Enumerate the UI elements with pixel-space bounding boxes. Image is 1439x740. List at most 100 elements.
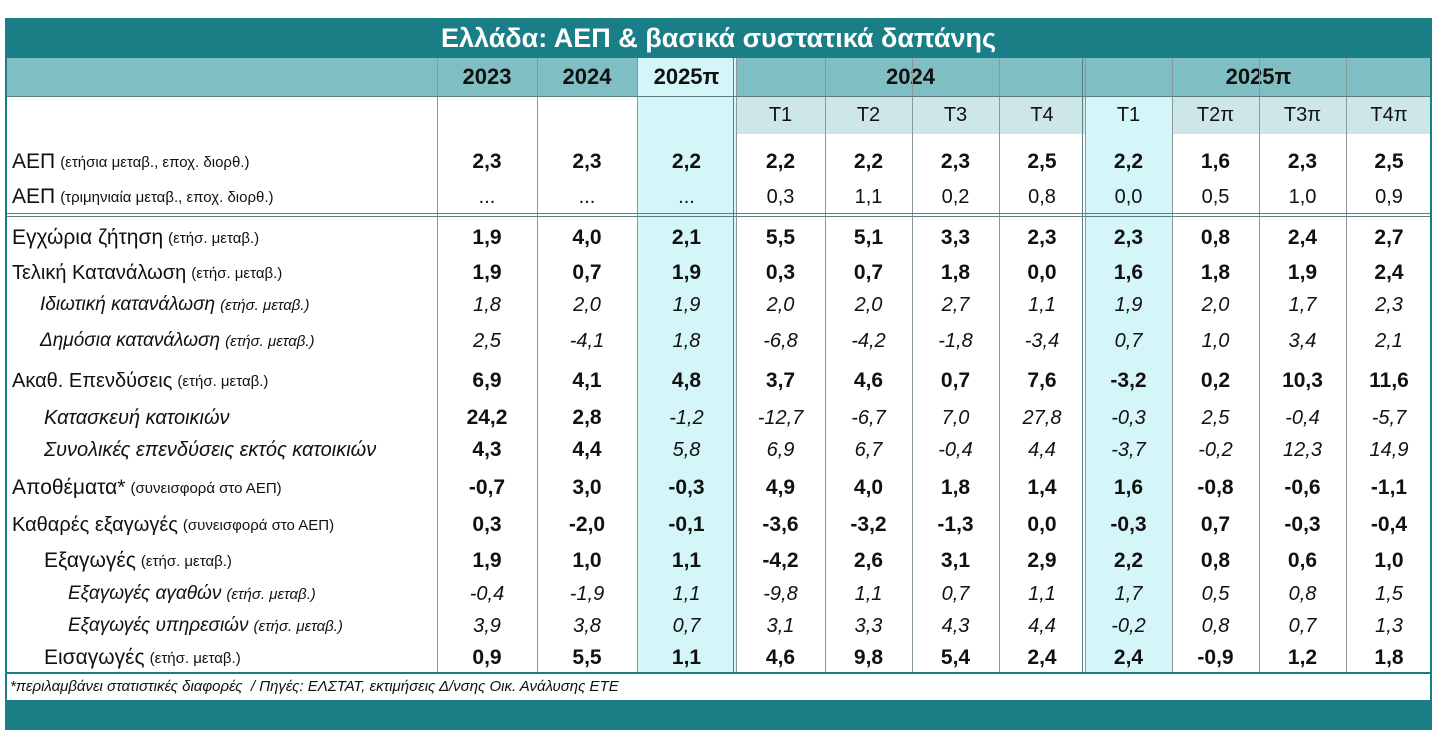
cell-value: 6,9 (472, 369, 502, 392)
double-line (1082, 58, 1083, 672)
column-line (999, 58, 1000, 672)
cell-value: 3,1 (940, 549, 971, 572)
cell-value: -0,3 (1110, 513, 1147, 536)
cell-value: -12,7 (757, 406, 804, 429)
cell-value: 4,3 (941, 614, 970, 637)
quarter-header: Τ2 (825, 96, 912, 134)
cell-value: 2,4 (1027, 646, 1057, 669)
cell-value: 1,7 (1288, 293, 1317, 316)
row-separator (5, 216, 1432, 217)
cell-value: 2,2 (765, 150, 796, 173)
cell-value: -9,8 (763, 582, 798, 605)
cell-value: 0,6 (1287, 549, 1318, 572)
column-line (1346, 58, 1347, 672)
cell-value: 0,5 (1201, 185, 1230, 208)
cell-value: 2,7 (941, 293, 970, 316)
cell-value: 4,6 (853, 369, 884, 392)
cell-value: 3,3 (854, 614, 883, 637)
cell-value: -0,3 (1111, 406, 1146, 429)
cell-value: -0,8 (1197, 476, 1234, 499)
cell-value: 0,0 (1027, 513, 1057, 536)
column-line (912, 58, 913, 672)
column-line (1172, 58, 1173, 672)
cell-value: 1,1 (854, 582, 883, 605)
row-label: ΑΕΠ (τριμηνιαία μεταβ., εποχ. διορθ.) (12, 181, 437, 213)
cell-value: 4,4 (572, 438, 602, 461)
year-header: 2023 (462, 64, 512, 89)
cell-value: -0,2 (1111, 614, 1146, 637)
cell-value: 5,5 (572, 646, 602, 669)
cell-value: 1,1 (672, 582, 701, 605)
header-line (5, 96, 1432, 97)
cell-value: 3,8 (573, 614, 601, 637)
cell-value: -0,4 (1285, 406, 1320, 429)
cell-value: 7,6 (1027, 369, 1057, 392)
cell-value: 2,5 (1027, 150, 1057, 173)
label-text: Εξαγωγές (44, 549, 136, 572)
year-header: 2025π (637, 58, 736, 96)
label-note: (ετήσ. μεταβ.) (220, 296, 310, 314)
cell-value: -6,7 (851, 406, 886, 429)
cell-value: 2,3 (572, 150, 602, 173)
cell-value: -0,3 (668, 476, 705, 499)
cell-value: 0,7 (940, 369, 971, 392)
cell-value: 0,5 (1201, 582, 1230, 605)
cell-value: 1,1 (1028, 582, 1056, 605)
label-text: Εγχώρια ζήτηση (12, 226, 164, 249)
label-text: ΑΕΠ (12, 150, 56, 173)
row-label: Ακαθ. Επενδύσεις (ετήσ. μεταβ.) (12, 365, 437, 397)
cell-value: 2,0 (766, 293, 795, 316)
bottom-band (5, 700, 1432, 730)
label-note: (ετήσια μεταβ., εποχ. διορθ.) (60, 153, 250, 171)
cell-value: 0,7 (1114, 329, 1143, 352)
label-note: (συνεισφορά στο ΑΕΠ) (182, 516, 335, 534)
cell-value: 2,3 (472, 150, 502, 173)
cell-value: 2,4 (1113, 646, 1144, 669)
label-note: (ετήσ. μεταβ.) (253, 617, 343, 635)
label-note: (ετήσ. μεταβ.) (168, 229, 260, 247)
cell-value: 2,0 (573, 293, 601, 316)
cell-value: 2,5 (1201, 406, 1230, 429)
label-text: Τελική Κατανάλωση (12, 261, 187, 284)
title: Ελλάδα: ΑΕΠ & βασικά συστατικά δαπάνης (5, 18, 1432, 58)
cell-value: 0,3 (765, 261, 796, 284)
cell-value: -0,1 (668, 513, 705, 536)
cell-value: 0,7 (672, 614, 701, 637)
cell-value: 5,1 (853, 226, 884, 249)
row-label: Ιδιωτική κατανάλωση (ετήσ. μεταβ.) (40, 289, 437, 321)
frame (5, 18, 1432, 730)
cell-value: -1,1 (1370, 476, 1408, 499)
row-label: Συνολικές επενδύσεις εκτός κατοικιών (44, 434, 437, 466)
cell-value: 4,0 (853, 476, 884, 499)
cell-value: 2,0 (854, 293, 883, 316)
cell-value: 0,3 (766, 185, 795, 208)
cell-value: 1,8 (1374, 646, 1404, 669)
label-text: Ιδιωτική κατανάλωση (40, 294, 216, 315)
cell-value: -0,4 (1370, 513, 1408, 536)
cell-value: 1,5 (1375, 582, 1403, 605)
row-label: Εξαγωγές υπηρεσιών (ετήσ. μεταβ.) (68, 610, 437, 642)
cell-value: 11,6 (1369, 369, 1409, 392)
label-text: ΑΕΠ (12, 185, 56, 208)
quarter-header: Τ1 (736, 96, 825, 134)
cell-value: 0,8 (1028, 185, 1056, 208)
cell-value: 24,2 (466, 406, 508, 429)
cell-value: 5,5 (765, 226, 796, 249)
year-header: 2024 (562, 64, 612, 89)
cell-value: 1,4 (1027, 476, 1057, 499)
cell-value: 2,5 (473, 329, 501, 352)
cell-value: 0,8 (1200, 226, 1231, 249)
group-header: 2025π (1225, 64, 1292, 89)
cell-value: 0,7 (572, 261, 602, 284)
cell-value: 2,0 (1201, 293, 1230, 316)
column-line (1259, 58, 1260, 672)
label-note: (ετήσ. μεταβ.) (225, 332, 315, 350)
cell-value: -6,8 (763, 329, 798, 352)
cell-value: 1,8 (473, 293, 501, 316)
cell-value: -0,7 (468, 476, 506, 499)
cell-value: 9,8 (853, 646, 884, 669)
cell-value: 5,4 (940, 646, 971, 669)
cell-value: 0,7 (1200, 513, 1231, 536)
cell-value: 1,6 (1113, 476, 1144, 499)
